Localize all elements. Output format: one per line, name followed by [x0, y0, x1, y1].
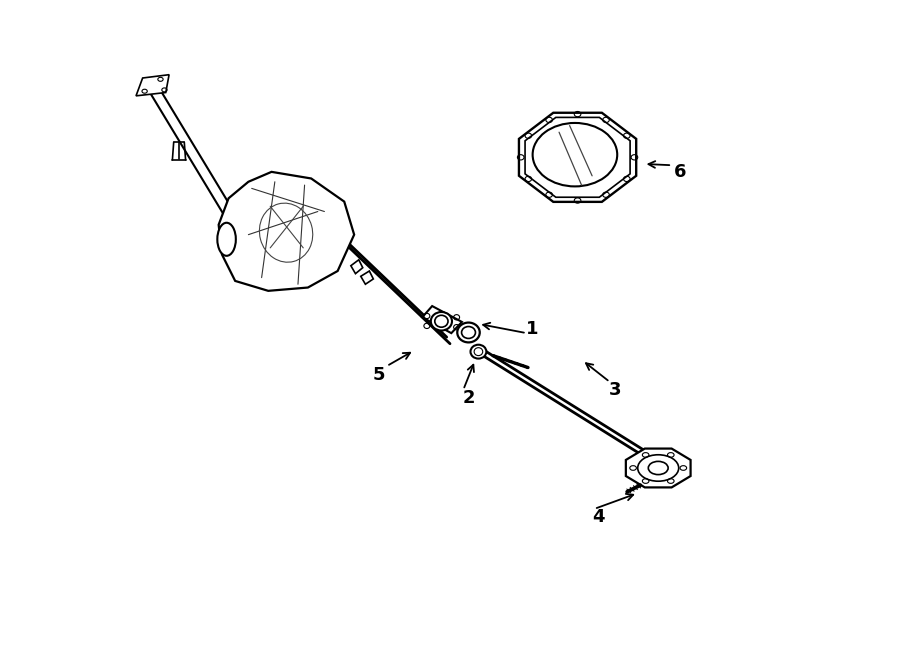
Polygon shape	[519, 113, 636, 202]
Polygon shape	[626, 449, 690, 487]
Ellipse shape	[217, 223, 236, 256]
Polygon shape	[422, 306, 462, 333]
Ellipse shape	[435, 315, 448, 327]
Ellipse shape	[474, 348, 482, 356]
Ellipse shape	[457, 323, 480, 342]
Ellipse shape	[462, 327, 475, 338]
Text: 4: 4	[592, 508, 605, 526]
Text: 6: 6	[674, 163, 687, 181]
Polygon shape	[361, 271, 374, 284]
Text: 1: 1	[526, 320, 538, 338]
Ellipse shape	[431, 312, 452, 330]
Text: 5: 5	[373, 366, 385, 385]
Polygon shape	[219, 172, 355, 291]
Text: 2: 2	[463, 389, 475, 407]
Polygon shape	[136, 75, 169, 96]
Ellipse shape	[471, 345, 486, 358]
Text: 3: 3	[609, 381, 622, 399]
Polygon shape	[351, 260, 363, 274]
